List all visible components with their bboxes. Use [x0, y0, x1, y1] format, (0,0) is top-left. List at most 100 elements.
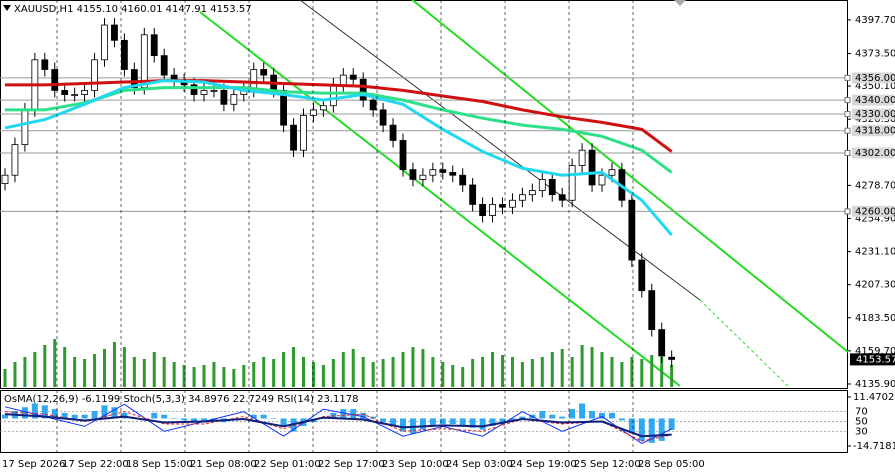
volume-bar — [361, 357, 365, 387]
candle-body — [459, 174, 467, 186]
candle-body — [200, 89, 208, 95]
candle-body — [319, 105, 327, 111]
volume-bar — [391, 357, 395, 387]
volume-bar — [540, 357, 544, 387]
level-label-box — [852, 94, 894, 106]
volume-bar — [73, 357, 77, 387]
volume-bar — [610, 357, 614, 387]
candle-body — [598, 174, 606, 186]
osma-bar — [608, 412, 615, 419]
osma-bar — [599, 412, 605, 419]
level-label-box — [852, 108, 894, 120]
volume-bar — [471, 359, 475, 387]
osma-bar — [499, 418, 506, 425]
y-tick-label: 4397.70 — [855, 15, 895, 26]
osma-bar — [270, 418, 277, 419]
volume-bar — [501, 355, 504, 387]
candle-body — [628, 199, 636, 261]
moving-average — [5, 79, 673, 153]
level-label: 4340.00 — [855, 95, 895, 106]
osma-bar — [61, 412, 68, 419]
osma-bar — [559, 416, 566, 419]
volume-bar — [252, 362, 256, 387]
y-tick-label: -14.7181 — [853, 441, 895, 452]
volume-bar — [122, 347, 126, 387]
candle-body — [21, 109, 29, 146]
time-label: 18 Sep 15:00 — [126, 459, 193, 470]
osma-bar — [429, 418, 436, 426]
volume-bar — [272, 359, 276, 387]
volume-bar — [441, 362, 445, 387]
volume-bar — [172, 362, 176, 387]
indicator-title: OsMA(12,26,9) -6.1199 Stoch(5,3,3) 34.89… — [4, 394, 359, 405]
candle-body — [558, 194, 566, 201]
candle-body — [548, 178, 556, 196]
volume-bar — [491, 352, 495, 387]
time-label: 23 Sep 10:00 — [382, 459, 449, 470]
y-tick-label: 4373.50 — [855, 49, 895, 60]
osma-bar — [489, 418, 496, 426]
y-tick-label: 4350.10 — [855, 81, 895, 92]
osma-bar — [51, 409, 58, 419]
volume-bar — [341, 352, 345, 387]
osma-bar — [419, 418, 426, 430]
volume-bar — [431, 357, 435, 387]
osma-bar — [628, 418, 635, 434]
volume-bar — [381, 359, 385, 387]
osma-bar — [589, 410, 596, 419]
y2-tick-label: 70 — [855, 407, 868, 418]
osma-bar — [509, 418, 516, 421]
candle-body — [509, 199, 516, 208]
candle-body — [538, 178, 546, 191]
volume-bar — [23, 357, 27, 387]
osma-bar — [71, 414, 78, 419]
volume-bar — [3, 369, 7, 387]
volume-bar — [212, 362, 216, 387]
volume-bar — [620, 362, 624, 387]
y-tick-label: 4207.30 — [855, 280, 895, 291]
volume-bar — [282, 352, 286, 387]
osma-bar — [549, 414, 556, 419]
level-label-box — [852, 147, 894, 159]
candle-body — [290, 124, 297, 151]
volume-bar — [411, 347, 415, 387]
volume-bar — [650, 355, 654, 387]
osma-bar — [648, 418, 655, 443]
volume-bar — [580, 345, 584, 387]
shift-marker — [674, 0, 686, 6]
candle-body — [578, 149, 586, 166]
volume-bar — [461, 367, 465, 387]
volume-bar — [93, 354, 97, 387]
moving-average — [5, 86, 673, 174]
candle-body — [339, 74, 347, 86]
y-tick-label: 4159.70 — [855, 346, 895, 357]
time-label: 24 Sep 19:00 — [510, 459, 577, 470]
volume-bar — [112, 342, 116, 387]
candle-body — [11, 144, 19, 176]
osma-bar — [41, 405, 48, 419]
volume-bar — [192, 367, 196, 387]
volume-bar — [401, 352, 405, 387]
y-tick-label: 4135.90 — [855, 379, 895, 390]
osma-bar — [101, 405, 108, 419]
candle-body — [499, 204, 506, 208]
candle-body — [51, 69, 59, 91]
main-layer — [0, 18, 848, 387]
osma-bar — [280, 418, 287, 426]
volume-bar — [132, 357, 136, 387]
menu-icon[interactable] — [3, 5, 11, 11]
volume-bar — [351, 349, 355, 387]
osma-bar — [191, 418, 198, 423]
y2-tick-label: 30 — [855, 426, 868, 437]
volume-bar — [520, 362, 524, 387]
osma-bar — [320, 418, 327, 419]
volume-bar — [202, 365, 206, 387]
y-tick-label: 4231.10 — [855, 247, 895, 258]
osma-bar — [181, 418, 188, 421]
level-marker — [844, 127, 851, 134]
candle-body — [220, 89, 228, 105]
volume-bar — [232, 369, 236, 387]
osma-bar — [260, 414, 267, 419]
volume-bar — [222, 367, 226, 387]
